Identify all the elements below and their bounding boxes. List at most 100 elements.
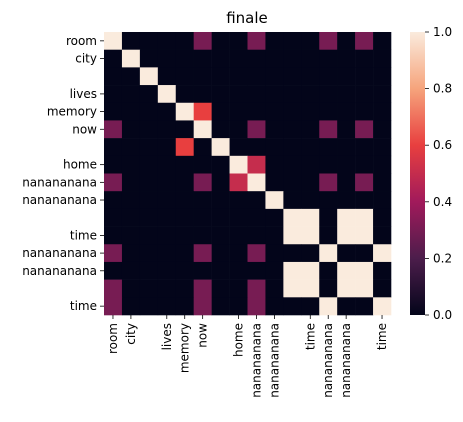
heatmap-cell	[373, 49, 392, 68]
heatmap-cell	[301, 67, 320, 86]
heatmap-cell	[337, 85, 356, 104]
y-tick-label: memory	[47, 105, 97, 119]
heatmap-cell	[175, 32, 194, 50]
heatmap-cell	[247, 67, 266, 86]
heatmap-cell	[373, 208, 392, 227]
heatmap-cell	[283, 226, 302, 245]
x-tick-label: lives	[160, 323, 174, 350]
heatmap-cell	[319, 261, 338, 280]
heatmap-cell	[301, 155, 320, 174]
heatmap-cell	[283, 173, 302, 192]
heatmap-cell	[121, 244, 141, 263]
heatmap-cell	[247, 32, 266, 50]
heatmap-cell	[193, 32, 212, 50]
heatmap-cell	[265, 261, 284, 280]
heatmap-cell	[193, 138, 212, 157]
heatmap-cell	[211, 155, 230, 174]
heatmap-cell	[337, 208, 356, 227]
heatmap-cell	[229, 102, 248, 121]
heatmap-cell	[337, 279, 356, 298]
heatmap-cell	[193, 226, 212, 245]
heatmap-cell	[337, 191, 356, 210]
heatmap-cell	[175, 49, 194, 68]
heatmap-cell	[319, 208, 338, 227]
heatmap-cell	[283, 120, 302, 139]
heatmap-cell	[211, 102, 230, 121]
heatmap-cell	[139, 138, 159, 157]
heatmap-cell	[319, 102, 338, 121]
heatmap-cell	[139, 155, 159, 174]
heatmap-cell	[337, 244, 356, 263]
heatmap-cell	[139, 226, 159, 245]
y-tick-label: lives	[70, 87, 97, 101]
heatmap-cell	[157, 102, 177, 121]
heatmap-cell	[229, 208, 248, 227]
heatmap-cell	[104, 85, 123, 104]
x-tick-label: now	[196, 323, 210, 348]
heatmap-cell	[283, 138, 302, 157]
heatmap-cell	[247, 279, 266, 298]
heatmap-cell	[355, 244, 374, 263]
heatmap-cell	[247, 208, 266, 227]
heatmap-cell	[301, 32, 320, 50]
heatmap-cell	[265, 173, 284, 192]
heatmap-cell	[121, 32, 141, 50]
heatmap-cell	[157, 155, 177, 174]
heatmap-cell	[319, 49, 338, 68]
heatmap-cell	[211, 67, 230, 86]
heatmap-cell	[229, 173, 248, 192]
heatmap-cell	[157, 244, 177, 263]
heatmap-cell	[373, 191, 392, 210]
heatmap-cell	[211, 297, 230, 316]
heatmap-cell	[301, 244, 320, 263]
heatmap-cell	[355, 32, 374, 50]
heatmap-cell	[104, 67, 123, 86]
heatmap-cell	[104, 297, 123, 316]
heatmap-cell	[355, 102, 374, 121]
heatmap-cell	[121, 102, 141, 121]
heatmap-cell	[211, 32, 230, 50]
heatmap-cell	[157, 226, 177, 245]
heatmap-cell	[355, 173, 374, 192]
heatmap-cell	[355, 279, 374, 298]
heatmap-cell	[211, 208, 230, 227]
heatmap-cell	[247, 191, 266, 210]
heatmap-cell	[175, 85, 194, 104]
heatmap-cell	[355, 49, 374, 68]
heatmap-cell	[265, 297, 284, 316]
heatmap-cell	[175, 138, 194, 157]
heatmap-cell	[265, 226, 284, 245]
heatmap-cell	[104, 138, 123, 157]
heatmap-cell	[337, 32, 356, 50]
heatmap-cell	[337, 120, 356, 139]
heatmap-cell	[319, 279, 338, 298]
heatmap-cell	[355, 120, 374, 139]
heatmap-cell	[337, 102, 356, 121]
heatmap-cell	[319, 173, 338, 192]
heatmap-cell	[139, 191, 159, 210]
heatmap-cell	[121, 226, 141, 245]
heatmap-cell	[265, 120, 284, 139]
y-tick-label: nanananana	[22, 246, 97, 260]
heatmap-cell	[301, 85, 320, 104]
heatmap-cell	[121, 49, 141, 68]
heatmap-cell	[175, 173, 194, 192]
y-tick-label: time	[70, 228, 97, 242]
heatmap-cell	[157, 67, 177, 86]
heatmap-cell	[355, 191, 374, 210]
heatmap-cell	[229, 85, 248, 104]
heatmap-cell	[211, 261, 230, 280]
heatmap-cell	[175, 102, 194, 121]
heatmap-cell	[104, 261, 123, 280]
heatmap-cell	[193, 49, 212, 68]
heatmap-cell	[139, 173, 159, 192]
heatmap-cell	[121, 173, 141, 192]
heatmap-cell	[247, 155, 266, 174]
heatmap-cell	[337, 226, 356, 245]
heatmap-cell	[265, 138, 284, 157]
heatmap-cell	[265, 67, 284, 86]
heatmap-cell	[193, 85, 212, 104]
heatmap-cell	[301, 138, 320, 157]
heatmap-cell	[157, 191, 177, 210]
heatmap-cell	[355, 297, 374, 316]
